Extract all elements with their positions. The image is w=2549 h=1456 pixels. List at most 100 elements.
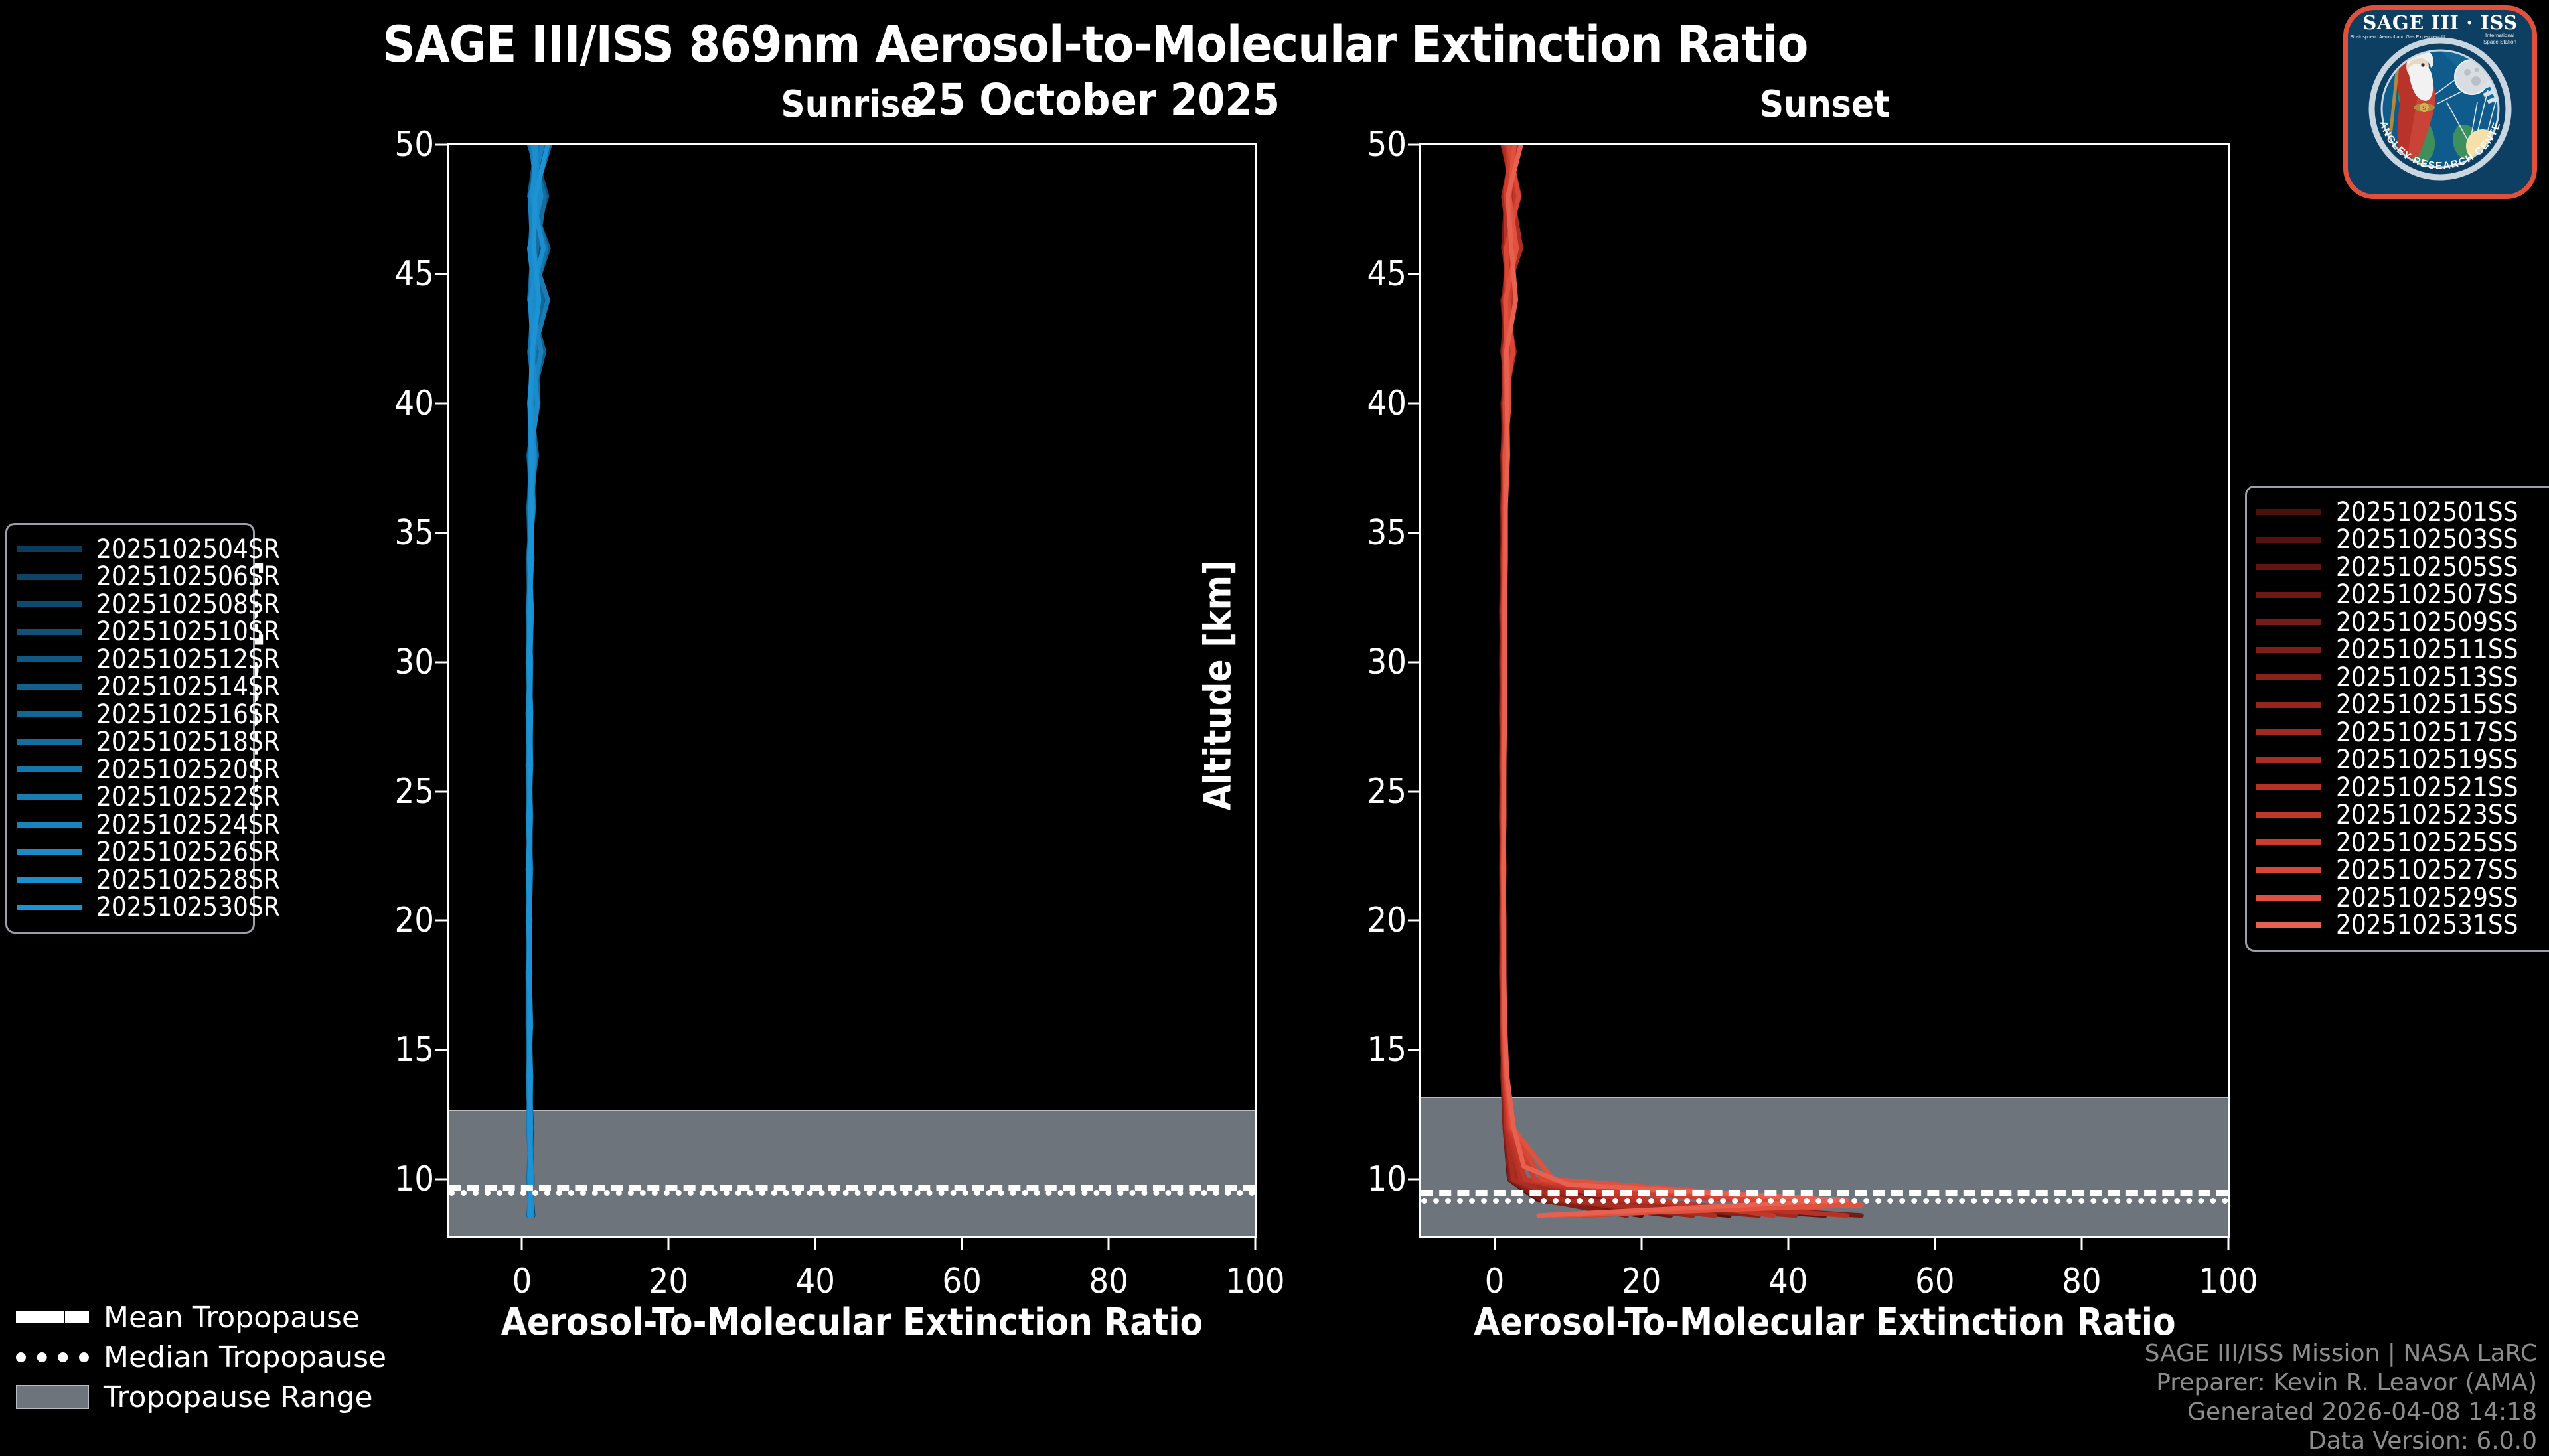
- legend-label: 2025102528SR: [96, 864, 280, 895]
- profile-lines-sunrise: [449, 145, 1255, 1236]
- legend-item[interactable]: 2025102514SR: [17, 672, 280, 702]
- tropopause-range-band-sunrise: [449, 1109, 1255, 1236]
- footer-line-mission: SAGE III/ISS Mission | NASA LaRC: [2144, 1340, 2537, 1367]
- legend-color-swatch: [2256, 701, 2321, 708]
- legend-item[interactable]: 2025102504SR: [17, 534, 280, 565]
- legend-item[interactable]: 2025102510SR: [17, 617, 280, 647]
- y-tick-label: 45: [394, 254, 434, 294]
- legend-item[interactable]: 2025102531SS: [2256, 910, 2548, 941]
- legend-item[interactable]: 2025102523SS: [2256, 800, 2548, 830]
- legend-label-mean-tropopause: Mean Tropopause: [104, 1300, 360, 1335]
- y-tick-label: 45: [1367, 254, 1407, 294]
- panel-heading-sunrise: Sunrise: [781, 83, 923, 126]
- profile-line: [1502, 145, 1759, 1216]
- legend-item[interactable]: 2025102530SR: [17, 892, 280, 922]
- x-axis-label-sunrise: Aerosol-To-Molecular Extinction Ratio: [501, 1301, 1203, 1344]
- legend-item[interactable]: 2025102515SS: [2256, 690, 2548, 720]
- legend-item[interactable]: 2025102527SS: [2256, 855, 2548, 886]
- legend-item[interactable]: 2025102513SS: [2256, 662, 2548, 693]
- x-tick-mark: [2227, 1236, 2230, 1250]
- legend-item[interactable]: 2025102520SR: [17, 755, 280, 785]
- page-subtitle: 25 October 2025: [910, 74, 1280, 125]
- y-tick-mark: [1408, 532, 1421, 534]
- profile-line: [1501, 145, 1825, 1216]
- legend-item[interactable]: 2025102529SS: [2256, 883, 2548, 913]
- legend-label: 2025102520SR: [96, 754, 280, 785]
- legend-item[interactable]: 2025102506SR: [17, 561, 280, 592]
- legend-label: 2025102530SR: [96, 892, 280, 923]
- legend-item[interactable]: 2025102503SS: [2256, 524, 2548, 555]
- legend-item[interactable]: 2025102521SS: [2256, 772, 2548, 803]
- legend-color-swatch: [17, 849, 82, 855]
- legend-label: 2025102519SS: [2336, 745, 2518, 776]
- legend-item-mean-tropopause: Mean Tropopause: [16, 1297, 388, 1337]
- profile-line: [1502, 145, 1693, 1216]
- x-tick-label: 0: [1484, 1262, 1505, 1301]
- legend-item[interactable]: 2025102525SS: [2256, 828, 2548, 858]
- legend-color-swatch: [17, 877, 82, 883]
- legend-label: 2025102510SR: [96, 617, 280, 648]
- legend-item[interactable]: 2025102528SR: [17, 865, 280, 895]
- profile-line: [1502, 145, 1847, 1216]
- legend-color-swatch: [2256, 922, 2321, 928]
- legend-label: 2025102527SS: [2336, 855, 2518, 886]
- profile-line: [1502, 145, 1796, 1216]
- legend-color-swatch: [17, 794, 82, 800]
- x-tick-mark: [1494, 1236, 1496, 1250]
- legend-item[interactable]: 2025102519SS: [2256, 745, 2548, 776]
- legend-color-swatch: [2256, 674, 2321, 681]
- y-tick-mark: [1408, 1049, 1421, 1051]
- legend-item[interactable]: 2025102501SS: [2256, 496, 2548, 528]
- legend-item-median-tropopause: Median Tropopause: [16, 1337, 388, 1377]
- legend-sunset[interactable]: 2025102501SS 2025102503SS 2025102505SS 2025…: [2245, 486, 2549, 952]
- legend-item[interactable]: 2025102522SR: [17, 782, 280, 812]
- legend-label: 2025102531SS: [2336, 910, 2518, 941]
- filled-band-icon: [16, 1385, 89, 1409]
- y-tick-label: 40: [394, 383, 434, 423]
- plot-area-sunrise: 10 15 20 25 30 35 40 45 50 0 20 40 60 80 100: [394, 125, 1284, 1301]
- legend-label: 2025102521SS: [2336, 772, 2518, 803]
- x-tick-mark: [814, 1236, 816, 1250]
- legend-sunrise[interactable]: 2025102504SR 2025102506SR 2025102508SR 2025…: [5, 523, 280, 934]
- x-tick-mark: [2080, 1236, 2083, 1250]
- legend-item[interactable]: 2025102511SS: [2256, 634, 2548, 665]
- legend-item[interactable]: 2025102505SS: [2256, 552, 2548, 583]
- legend-label: 2025102501SS: [2336, 496, 2518, 528]
- sage-iii-iss-mission-patch-logo: SAGE III · ISS Stratospheric Aerosol and…: [2341, 3, 2537, 199]
- legend-item[interactable]: 2025102509SS: [2256, 607, 2548, 638]
- footer-line-preparer: Preparer: Kevin R. Leavor (AMA): [2156, 1368, 2537, 1396]
- legend-color-swatch: [17, 904, 82, 910]
- y-tick-mark: [435, 143, 449, 146]
- legend-item[interactable]: 2025102526SR: [17, 837, 280, 867]
- legend-item[interactable]: 2025102512SR: [17, 644, 280, 675]
- legend-item[interactable]: 2025102517SS: [2256, 717, 2548, 748]
- profile-line: [1504, 145, 1861, 1216]
- legend-item[interactable]: 2025102518SR: [17, 727, 280, 757]
- legend-item[interactable]: 2025102524SR: [17, 810, 280, 840]
- legend-color-swatch: [2256, 757, 2321, 763]
- profile-line: [1501, 145, 1641, 1216]
- x-tick-label: 100: [1225, 1262, 1285, 1301]
- y-tick-label: 30: [394, 642, 434, 682]
- dashed-line-icon: [16, 1311, 89, 1323]
- y-tick-mark: [1408, 143, 1421, 146]
- profile-line: [1502, 145, 1862, 1216]
- legend-item[interactable]: 2025102507SS: [2256, 579, 2548, 610]
- legend-label: 2025102526SR: [96, 837, 280, 868]
- footer-attribution: SAGE III/ISS Mission | NASA LaRC Prepare…: [2145, 1339, 2537, 1456]
- y-tick-mark: [435, 402, 449, 405]
- y-tick-mark: [1408, 402, 1421, 405]
- legend-item[interactable]: 2025102516SR: [17, 699, 280, 730]
- legend-color-swatch: [2256, 839, 2321, 846]
- x-tick-mark: [961, 1236, 963, 1250]
- y-tick-label: 40: [1367, 383, 1407, 423]
- legend-item[interactable]: 2025102508SR: [17, 589, 280, 620]
- y-tick-mark: [1408, 661, 1421, 664]
- y-tick-label: 50: [394, 125, 434, 165]
- legend-color-swatch: [17, 684, 82, 690]
- x-tick-label: 40: [1768, 1262, 1808, 1301]
- x-tick-label: 60: [942, 1262, 982, 1301]
- logo-expansion-right-2: Space Station: [2483, 39, 2516, 45]
- y-tick-label: 25: [1367, 771, 1407, 812]
- profile-line: [1504, 145, 1847, 1216]
